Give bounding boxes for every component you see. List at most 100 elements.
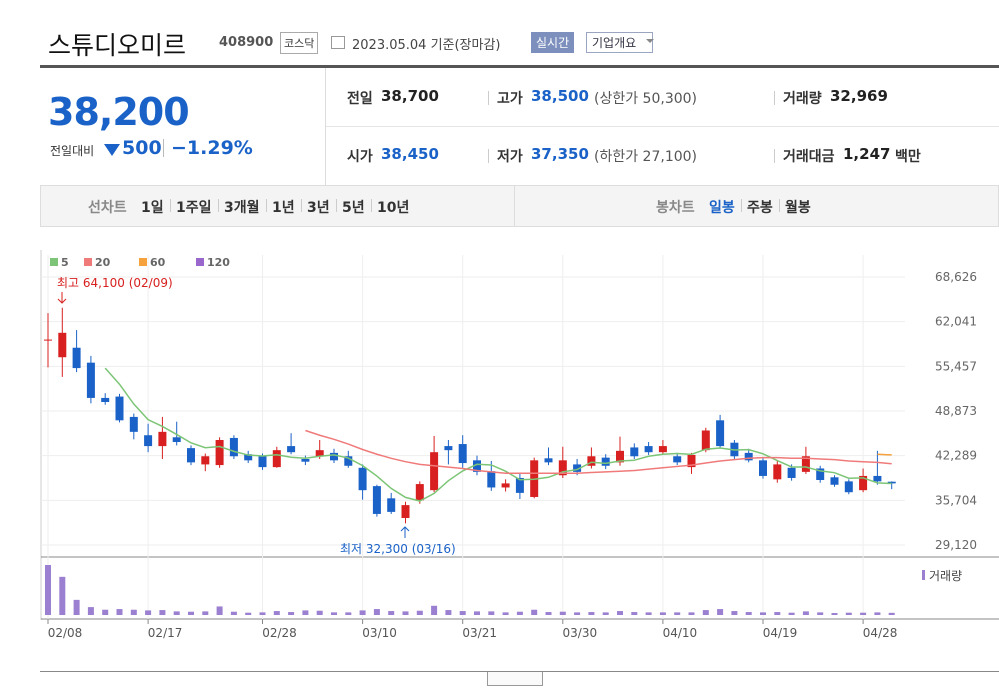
candle-body [573, 464, 582, 472]
x-tick-label: 02/28 [262, 626, 297, 640]
volume-bar [202, 611, 209, 615]
stat-value: 38,450 [381, 145, 439, 163]
ma-line [104, 367, 892, 502]
volume-bar [345, 612, 352, 615]
stat-divider [488, 149, 489, 163]
tab[interactable]: 3개월 [224, 200, 260, 216]
legend-swatch [139, 258, 147, 266]
candle-body [601, 457, 610, 466]
tab[interactable]: 3년 [307, 200, 330, 216]
volume-bar [602, 612, 609, 615]
legend-swatch [84, 258, 92, 266]
volume-bar [745, 612, 752, 615]
candle-body [687, 454, 696, 468]
y-tick-label: 68,626 [935, 270, 977, 284]
stat-label: 고가 [497, 91, 523, 107]
stat-value: 1,247 [843, 145, 891, 163]
tab-label: 선차트 [88, 200, 127, 216]
tab-sep [170, 199, 171, 212]
candle-body [744, 452, 753, 461]
volume-bar [588, 612, 595, 615]
volume-bar [545, 612, 552, 615]
volume-bar [659, 612, 666, 615]
annotation: 최고 64,100 (02/09) [57, 276, 173, 290]
candle-body [816, 468, 825, 481]
annotation-arrow [400, 526, 410, 538]
stat-label: 시가 [347, 149, 373, 165]
volume-bar [59, 576, 66, 615]
stock-code: 408900 [219, 35, 274, 50]
candle-body [587, 456, 596, 466]
collapse-button[interactable] [487, 672, 543, 686]
volume-bar [245, 612, 252, 615]
volume-bar [874, 612, 881, 615]
candle-body [430, 452, 439, 491]
tab[interactable]: 1주일 [176, 200, 212, 216]
candle-body [716, 420, 725, 447]
x-tick-label: 02/17 [148, 626, 183, 640]
candle-body [344, 456, 353, 466]
volume-bar [845, 612, 852, 615]
volume-bar [302, 610, 309, 615]
volume-bar [817, 612, 824, 615]
divider [163, 139, 164, 157]
tab-bar [40, 185, 999, 227]
candle-body [773, 464, 782, 480]
volume-bar [230, 611, 237, 615]
dropdown-arrow [646, 39, 654, 47]
candle-body [101, 397, 110, 402]
tab-sep [266, 199, 267, 212]
stat-divider [774, 91, 775, 105]
candle-body [287, 446, 296, 453]
volume-bar [145, 610, 152, 615]
candle-body [358, 467, 367, 491]
tab-sep [741, 199, 742, 212]
clock-icon [331, 36, 345, 49]
stat-note: (하한가 27,100) [594, 149, 698, 165]
candle-body [458, 444, 467, 464]
candle-body [830, 477, 839, 485]
tab[interactable]: 월봉 [785, 200, 811, 216]
bottom-rule [40, 671, 999, 672]
stat-divider [488, 91, 489, 105]
candle-body [330, 452, 338, 461]
volume-bar [617, 611, 623, 615]
stat-label: 저가 [497, 149, 523, 165]
stat-label: 거래대금 [783, 149, 835, 165]
ma-line [305, 429, 892, 474]
candle-body [301, 458, 310, 462]
candle-body [873, 475, 882, 482]
tab[interactable]: 1년 [272, 200, 295, 216]
tab[interactable]: 10년 [377, 200, 410, 216]
legend-label: 20 [95, 256, 111, 269]
tab[interactable]: 일봉 [709, 200, 735, 216]
x-tick-label: 04/28 [863, 626, 898, 640]
realtime-button[interactable]: 실시간 [531, 32, 575, 53]
candle-body [229, 437, 238, 457]
volume-bar [788, 612, 795, 615]
volume-bar [130, 609, 137, 615]
legend-swatch [50, 258, 58, 266]
volume-bar [259, 612, 266, 615]
volume-bar [731, 611, 738, 615]
volume-bar [402, 611, 409, 615]
candle-body [115, 396, 124, 421]
tab-label: 봉차트 [656, 200, 695, 216]
candle-body [58, 332, 67, 358]
tab[interactable]: 1일 [141, 200, 164, 216]
volume-bar [702, 610, 709, 615]
candle-body [401, 505, 410, 518]
volume-legend: 거래량 [929, 569, 962, 583]
y-tick-label: 55,457 [935, 359, 977, 373]
candle-body [515, 477, 524, 493]
x-tick-label: 03/21 [462, 626, 497, 640]
tab[interactable]: 주봉 [747, 200, 773, 216]
candle-body [172, 437, 181, 443]
tab[interactable]: 5년 [342, 200, 365, 216]
date: 2023.05.04 기준(장마감) [352, 38, 501, 53]
candle-body [129, 416, 138, 432]
x-tick-label: 04/10 [663, 626, 698, 640]
candle-body [415, 484, 424, 501]
stat-label: 전일 [347, 91, 373, 107]
y-tick-label: 29,120 [935, 538, 977, 552]
